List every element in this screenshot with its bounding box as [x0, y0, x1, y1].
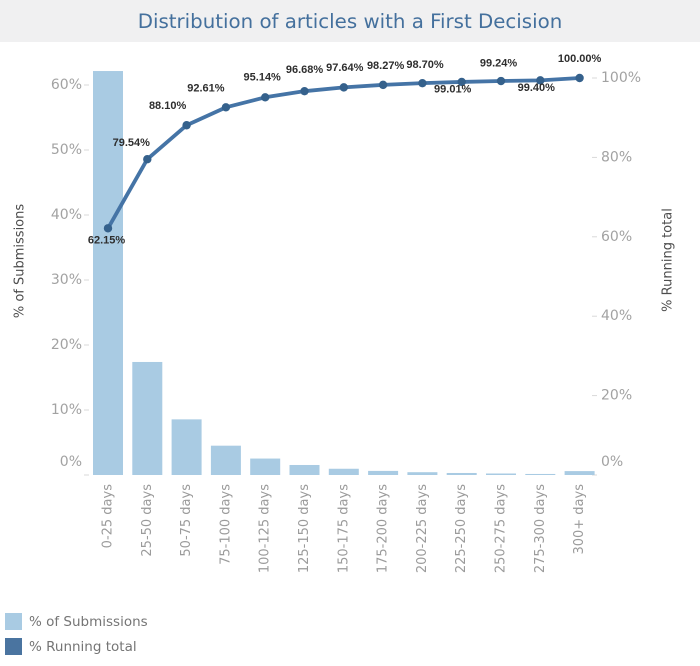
- right-axis-tick-label: 0%: [601, 454, 623, 470]
- x-axis-label: 100-125 days: [258, 484, 273, 573]
- right-axis-title: % Running total: [660, 208, 676, 312]
- submissions-bar[interactable]: [368, 470, 399, 475]
- running-total-point[interactable]: [103, 224, 113, 233]
- running-total-point[interactable]: [221, 103, 231, 112]
- submissions-bar[interactable]: [525, 473, 556, 475]
- running-total-point[interactable]: [378, 80, 388, 90]
- chart-title: Distribution of articles with a First De…: [137, 9, 563, 33]
- x-axis-label: 250-275 days: [494, 484, 509, 573]
- legend-label: % of Submissions: [29, 613, 148, 630]
- running-total-swatch: [5, 638, 22, 655]
- submissions-bar[interactable]: [407, 472, 438, 475]
- x-axis-label: 300+ days: [572, 484, 587, 555]
- x-axis-label: 150-175 days: [336, 484, 351, 573]
- left-axis-tick-label: 30%: [51, 272, 82, 288]
- x-axis-label: 200-225 days: [415, 484, 430, 573]
- running-total-point[interactable]: [575, 73, 584, 83]
- running-total-point-label: 92.61%: [187, 82, 225, 94]
- running-total-point[interactable]: [300, 86, 309, 96]
- submissions-bar[interactable]: [486, 473, 516, 475]
- right-axis-tick-label: 80%: [601, 149, 632, 165]
- running-total-point[interactable]: [182, 121, 191, 130]
- submissions-bar[interactable]: [93, 71, 123, 476]
- running-total-point[interactable]: [418, 78, 427, 88]
- left-axis-tick-label: 0%: [60, 454, 82, 470]
- running-total-point[interactable]: [457, 77, 466, 87]
- x-axis-label: 25-50 days: [140, 484, 155, 557]
- left-axis-tick-label: 50%: [51, 142, 82, 158]
- legend-label: % Running total: [29, 638, 137, 655]
- right-axis-tick-label: 20%: [601, 388, 632, 404]
- running-total-point-label: 99.40%: [518, 82, 556, 94]
- running-total-point-label: 99.24%: [480, 58, 518, 70]
- running-total-point-label: 96.68%: [286, 64, 324, 76]
- submissions-bar[interactable]: [250, 458, 281, 475]
- submissions-bar[interactable]: [210, 445, 241, 475]
- x-axis-label: 175-200 days: [376, 484, 391, 573]
- running-total-point-label: 97.64%: [326, 62, 364, 74]
- x-axis-label: 50-75 days: [179, 484, 194, 557]
- submissions-bar[interactable]: [132, 361, 163, 475]
- left-axis-tick-label: 40%: [51, 207, 82, 223]
- running-total-point-label: 98.27%: [367, 60, 405, 72]
- running-total-point[interactable]: [496, 76, 506, 86]
- x-axis-label: 275-300 days: [533, 484, 548, 573]
- left-axis-tick-label: 60%: [51, 77, 82, 93]
- running-total-point-label: 95.14%: [244, 71, 282, 83]
- x-axis-label: 75-100 days: [218, 484, 233, 565]
- running-total-point[interactable]: [261, 93, 270, 102]
- submissions-bar[interactable]: [171, 419, 202, 475]
- title-band: [0, 0, 700, 42]
- left-axis-tick-label: 20%: [51, 337, 82, 353]
- running-total-point[interactable]: [339, 83, 348, 92]
- running-total-point[interactable]: [536, 76, 545, 85]
- submissions-swatch: [5, 613, 22, 630]
- submissions-bar[interactable]: [289, 464, 320, 475]
- submissions-bar[interactable]: [328, 468, 359, 475]
- legend-item-running-total[interactable]: % Running total: [5, 638, 148, 655]
- right-axis-tick-label: 100%: [601, 70, 641, 86]
- x-axis-label: 125-150 days: [297, 484, 312, 573]
- running-total-point[interactable]: [143, 155, 152, 164]
- legend-item-submissions[interactable]: % of Submissions: [5, 613, 148, 630]
- submissions-bar[interactable]: [564, 471, 595, 475]
- right-axis-tick-label: 60%: [601, 229, 632, 245]
- x-axis-label: 225-250 days: [454, 484, 469, 573]
- submissions-bar[interactable]: [446, 472, 477, 475]
- right-axis-tick-label: 40%: [601, 308, 632, 324]
- running-total-point-label: 98.70%: [406, 59, 444, 71]
- left-axis-tick-label: 10%: [51, 402, 82, 418]
- running-total-point-label: 100.00%: [558, 53, 602, 65]
- legend: % of Submissions % Running total: [5, 613, 148, 663]
- left-axis-title: % of Submissions: [12, 203, 28, 319]
- running-total-point-label: 79.54%: [113, 137, 151, 149]
- running-total-point-label: 99.01%: [434, 84, 472, 96]
- running-total-point-label: 62.15%: [88, 234, 126, 246]
- x-axis-label: 0-25 days: [101, 484, 116, 549]
- running-total-point-label: 88.10%: [149, 100, 187, 112]
